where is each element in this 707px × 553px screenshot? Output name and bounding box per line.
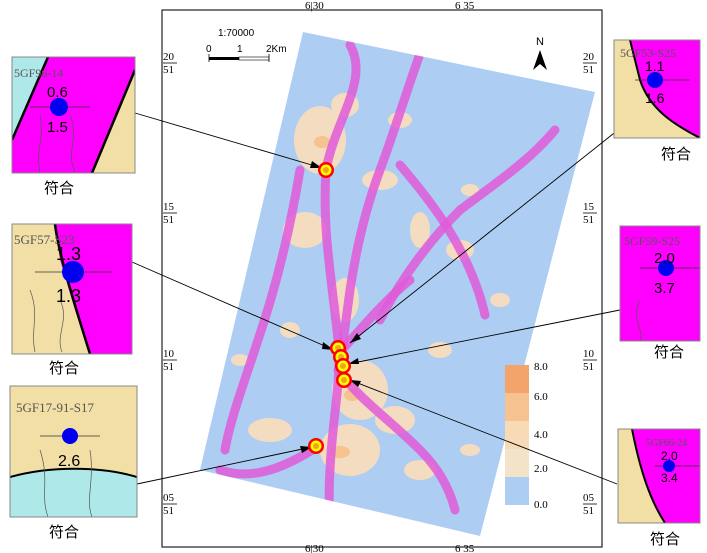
inset-bottom-value: 2.6 — [58, 453, 80, 470]
inset-caption: 符合 — [654, 344, 684, 361]
sample-point-5GF59-S25 — [335, 358, 351, 374]
inset-5GF53-S25: 5GF53-S25 1.1 1.6 — [613, 39, 701, 139]
bottom-tick: 6 35 — [455, 543, 475, 553]
right-tick: 05 — [583, 492, 595, 504]
inset-caption: 符合 — [44, 180, 74, 197]
inset-top-value: 0.6 — [47, 84, 68, 101]
legend-label: 0.0 — [534, 499, 548, 511]
inset-top-value: 2.0 — [654, 250, 675, 267]
north-arrow-icon — [533, 50, 547, 70]
left-tick: 51 — [163, 505, 174, 517]
scale-bar: 1:70000 0 1 2Km — [206, 28, 287, 62]
inset-label: 5GF66-24 — [646, 438, 687, 449]
legend-swatch-1 — [505, 365, 529, 393]
left-tick: 51 — [163, 361, 174, 373]
bottom-tick: 6|30 — [305, 543, 324, 553]
legend: 8.0 6.0 4.0 2.0 0.0 — [505, 361, 548, 511]
sample-dot — [62, 261, 84, 283]
scale-ratio: 1:70000 — [218, 28, 255, 39]
inset-5GF66-24: 5GF66-24 2.0 3.4 — [617, 428, 701, 524]
sample-dot — [647, 72, 663, 88]
top-tick: 6|30 — [305, 0, 324, 12]
north-label: N — [536, 36, 544, 48]
inset-top-value: 2.0 — [661, 449, 678, 463]
sample-dot — [62, 428, 78, 444]
left-tick: 51 — [163, 214, 174, 226]
inset-label: 5GF59-S25 — [624, 234, 680, 248]
legend-swatch-4 — [505, 449, 529, 477]
sample-dot — [658, 260, 674, 276]
right-tick: 51 — [583, 64, 594, 76]
scale-tick-2: 2Km — [266, 44, 287, 55]
north-arrow: N — [533, 36, 547, 70]
inset-5GF17-91-S17: 5GF17-91-S17 2.6 — [9, 385, 138, 518]
inset-bottom-value: 1.3 — [56, 286, 81, 306]
sample-points — [308, 162, 352, 454]
inset-caption: 符合 — [661, 146, 691, 163]
left-tick: 10 — [163, 348, 175, 360]
inset-top-value: 1.3 — [56, 244, 81, 264]
legend-label: 8.0 — [534, 361, 548, 373]
legend-label: 6.0 — [534, 391, 548, 403]
inset-label: 5GF96-14 — [14, 66, 63, 80]
inset-bottom-value: 1.6 — [645, 90, 665, 106]
right-tick: 10 — [583, 348, 595, 360]
legend-swatch-5 — [505, 477, 529, 505]
sample-dot — [50, 98, 68, 116]
inset-label: 5GF57-S23 — [14, 232, 75, 247]
inset-bottom-value: 3.4 — [661, 471, 678, 485]
left-tick: 20 — [163, 51, 175, 63]
legend-swatch-3 — [505, 421, 529, 449]
leader-lines — [131, 112, 621, 485]
right-tick: 51 — [583, 361, 594, 373]
coordinate-ticks: 6|30 6 35 6|30 6 35 20 51 15 51 10 51 05… — [163, 0, 595, 553]
inset-bottom-value: 1.5 — [47, 119, 68, 136]
right-tick: 51 — [583, 505, 594, 517]
legend-label: 4.0 — [534, 429, 548, 441]
left-tick: 51 — [163, 64, 174, 76]
inset-label: 5GF17-91-S17 — [16, 400, 95, 415]
inset-5GF96-14: 5GF96-14 0.6 1.5 — [11, 56, 136, 174]
right-tick: 20 — [583, 51, 595, 63]
inset-bottom-value: 3.7 — [654, 280, 675, 297]
top-tick: 6 35 — [455, 0, 475, 12]
scale-tick-0: 0 — [206, 44, 212, 55]
sample-point-5GF17-91-S17 — [308, 438, 324, 454]
scale-tick-1: 1 — [237, 44, 243, 55]
inset-5GF59-S25: 5GF59-S25 2.0 3.7 — [619, 225, 701, 342]
left-tick: 15 — [163, 201, 175, 213]
inset-caption: 符合 — [650, 531, 680, 548]
inset-caption: 符合 — [49, 524, 79, 541]
inset-label: 5GF53-S25 — [620, 46, 676, 60]
left-tick: 05 — [163, 492, 175, 504]
sample-point-5GF96-14 — [318, 162, 334, 178]
right-tick: 51 — [583, 214, 594, 226]
inset-5GF57-S23: 5GF57-S23 1.3 1.3 — [11, 223, 133, 355]
inset-caption: 符合 — [49, 360, 79, 377]
right-tick: 15 — [583, 201, 595, 213]
tick-rules — [163, 62, 597, 505]
anomaly-bands — [215, 35, 560, 535]
legend-label: 2.0 — [534, 463, 548, 475]
sample-dot — [663, 460, 675, 472]
sample-point-5GF66-24 — [336, 372, 352, 388]
inset-top-value: 1.1 — [645, 58, 665, 74]
legend-swatch-2 — [505, 393, 529, 421]
